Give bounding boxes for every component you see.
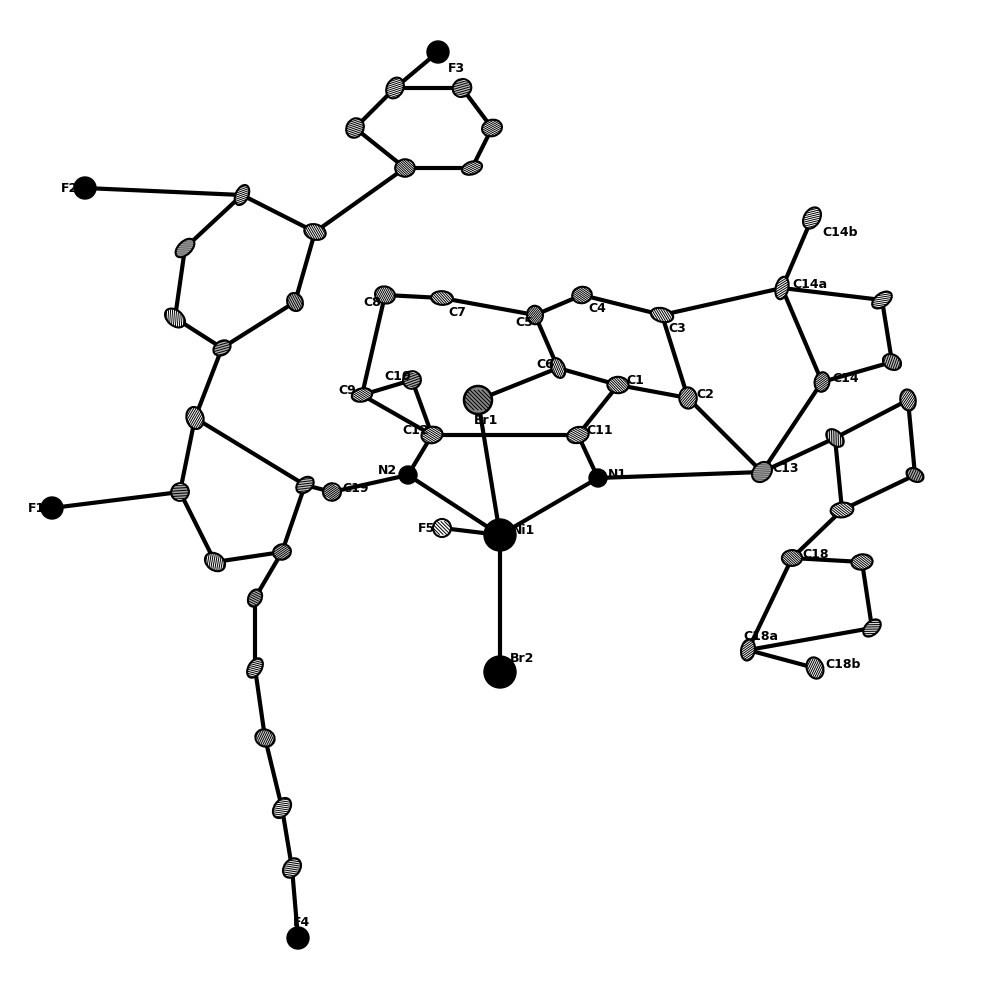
Text: C11: C11 [586, 424, 613, 438]
Ellipse shape [422, 427, 442, 443]
Ellipse shape [287, 293, 303, 311]
Circle shape [427, 41, 449, 63]
Ellipse shape [346, 118, 363, 138]
Ellipse shape [352, 388, 372, 402]
Ellipse shape [175, 239, 194, 257]
Ellipse shape [815, 372, 829, 392]
Text: Ni1: Ni1 [512, 524, 535, 538]
Ellipse shape [775, 277, 789, 299]
Ellipse shape [741, 639, 755, 661]
Text: C7: C7 [448, 306, 466, 318]
Text: C5: C5 [515, 316, 533, 330]
Ellipse shape [826, 429, 844, 447]
Ellipse shape [283, 858, 301, 878]
Circle shape [41, 497, 63, 519]
Text: C2: C2 [696, 387, 714, 400]
Ellipse shape [375, 286, 395, 304]
Ellipse shape [851, 554, 873, 570]
Ellipse shape [680, 387, 696, 409]
Ellipse shape [234, 185, 249, 205]
Ellipse shape [567, 427, 589, 443]
Text: C8: C8 [363, 296, 381, 310]
Circle shape [74, 177, 96, 199]
Ellipse shape [782, 550, 802, 566]
Ellipse shape [395, 159, 415, 177]
Ellipse shape [608, 377, 628, 393]
Ellipse shape [214, 340, 230, 356]
Circle shape [464, 386, 492, 414]
Ellipse shape [186, 407, 204, 429]
Ellipse shape [906, 468, 924, 482]
Ellipse shape [551, 358, 565, 378]
Text: Br2: Br2 [510, 652, 535, 664]
Text: N1: N1 [608, 468, 627, 481]
Text: C19: C19 [342, 482, 368, 494]
Text: C9: C9 [338, 384, 356, 397]
Text: C4: C4 [588, 302, 606, 316]
Ellipse shape [247, 658, 263, 678]
Ellipse shape [863, 619, 881, 637]
Text: C6: C6 [536, 358, 554, 370]
Ellipse shape [872, 292, 891, 308]
Ellipse shape [830, 503, 853, 517]
Text: C3: C3 [668, 322, 686, 336]
Ellipse shape [900, 389, 916, 411]
Circle shape [433, 519, 451, 537]
Text: C1: C1 [626, 374, 644, 387]
Ellipse shape [296, 477, 313, 493]
Text: F5: F5 [418, 522, 435, 534]
Ellipse shape [807, 657, 823, 679]
Circle shape [589, 469, 607, 487]
Text: F3: F3 [448, 62, 465, 75]
Ellipse shape [462, 161, 482, 175]
Ellipse shape [431, 291, 453, 305]
Ellipse shape [453, 79, 471, 97]
Text: C12: C12 [402, 424, 428, 438]
Text: F4: F4 [293, 916, 310, 928]
Text: C18a: C18a [743, 630, 778, 643]
Ellipse shape [527, 306, 543, 324]
Text: C18b: C18b [825, 658, 860, 670]
Ellipse shape [482, 120, 502, 136]
Text: F1: F1 [28, 502, 45, 514]
Circle shape [484, 656, 516, 688]
Text: C18: C18 [802, 548, 828, 560]
Text: F2: F2 [61, 182, 78, 194]
Ellipse shape [803, 207, 821, 229]
Ellipse shape [205, 553, 225, 571]
Ellipse shape [171, 483, 189, 501]
Text: C14b: C14b [822, 226, 858, 238]
Ellipse shape [273, 798, 292, 818]
Text: C10: C10 [384, 369, 411, 382]
Ellipse shape [752, 462, 772, 482]
Ellipse shape [255, 729, 275, 747]
Text: C14: C14 [832, 371, 859, 384]
Circle shape [287, 927, 309, 949]
Ellipse shape [248, 589, 262, 607]
Ellipse shape [165, 309, 185, 327]
Circle shape [484, 519, 516, 551]
Ellipse shape [403, 371, 421, 389]
Ellipse shape [304, 224, 326, 240]
Ellipse shape [273, 544, 291, 560]
Text: N2: N2 [378, 464, 397, 478]
Ellipse shape [883, 354, 901, 370]
Ellipse shape [386, 78, 404, 98]
Ellipse shape [572, 287, 592, 303]
Text: C13: C13 [772, 462, 799, 475]
Circle shape [399, 466, 417, 484]
Ellipse shape [323, 483, 341, 501]
Text: Br1: Br1 [474, 414, 498, 426]
Text: C14a: C14a [792, 277, 827, 290]
Ellipse shape [651, 308, 673, 322]
